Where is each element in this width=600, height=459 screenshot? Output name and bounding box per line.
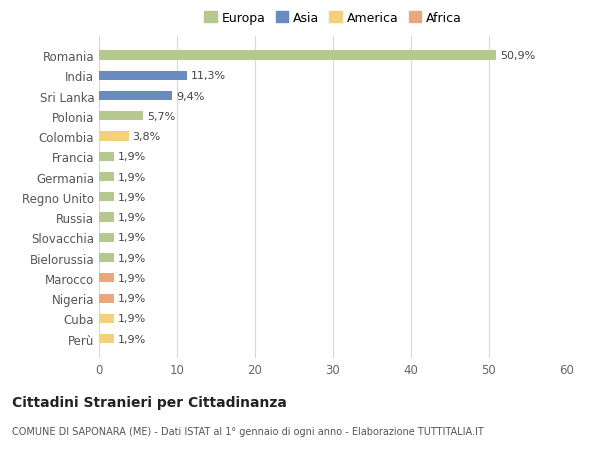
Text: 1,9%: 1,9%: [118, 233, 146, 243]
Text: 5,7%: 5,7%: [148, 112, 176, 122]
Text: 1,9%: 1,9%: [118, 152, 146, 162]
Bar: [99, 173, 114, 182]
Text: 3,8%: 3,8%: [133, 132, 161, 142]
Bar: [99, 193, 114, 202]
Text: Cittadini Stranieri per Cittadinanza: Cittadini Stranieri per Cittadinanza: [12, 395, 287, 409]
Text: 1,9%: 1,9%: [118, 334, 146, 344]
Text: 1,9%: 1,9%: [118, 313, 146, 324]
Bar: [99, 92, 172, 101]
Text: COMUNE DI SAPONARA (ME) - Dati ISTAT al 1° gennaio di ogni anno - Elaborazione T: COMUNE DI SAPONARA (ME) - Dati ISTAT al …: [12, 426, 484, 436]
Bar: [99, 233, 114, 242]
Bar: [99, 213, 114, 222]
Bar: [99, 334, 114, 343]
Bar: [99, 72, 187, 81]
Text: 1,9%: 1,9%: [118, 273, 146, 283]
Bar: [99, 274, 114, 283]
Text: 1,9%: 1,9%: [118, 213, 146, 223]
Text: 1,9%: 1,9%: [118, 293, 146, 303]
Bar: [99, 314, 114, 323]
Bar: [99, 294, 114, 303]
Text: 1,9%: 1,9%: [118, 172, 146, 182]
Legend: Europa, Asia, America, Africa: Europa, Asia, America, Africa: [202, 9, 464, 27]
Text: 50,9%: 50,9%: [500, 51, 535, 61]
Text: 9,4%: 9,4%: [176, 91, 205, 101]
Bar: [99, 253, 114, 263]
Text: 1,9%: 1,9%: [118, 253, 146, 263]
Bar: [99, 51, 496, 61]
Bar: [99, 112, 143, 121]
Bar: [99, 132, 128, 141]
Text: 11,3%: 11,3%: [191, 71, 226, 81]
Bar: [99, 152, 114, 162]
Text: 1,9%: 1,9%: [118, 192, 146, 202]
